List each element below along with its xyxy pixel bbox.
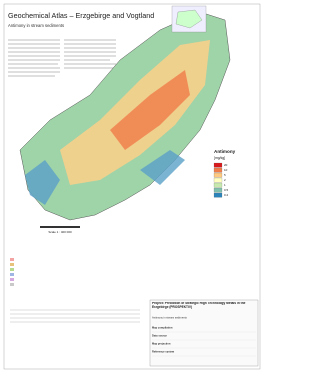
- legend-swatch: [213, 192, 223, 198]
- legend-title: Antimony: [214, 149, 236, 154]
- info-map: Antimony in stream sediments: [152, 316, 187, 320]
- legend-swatch: [213, 177, 223, 183]
- map-zone: [25, 160, 60, 205]
- map-zone: [140, 150, 185, 185]
- title: Geochemical Atlas – Erzgebirge and Vogtl…: [8, 11, 154, 20]
- legend-label: 1: [224, 183, 226, 187]
- subtitle: Antimony in stream sediments: [8, 23, 64, 28]
- info-row-label: Data source: [152, 334, 167, 338]
- map-zone: [110, 70, 190, 150]
- legend-swatch: [213, 162, 223, 168]
- legend-label: 20: [224, 163, 228, 167]
- legend-swatch: [213, 172, 223, 178]
- body-text: [8, 39, 116, 77]
- geology-legend: [10, 258, 14, 286]
- legend-label: 5: [224, 173, 226, 177]
- footnote-text: [10, 309, 140, 323]
- project-title: Project: Prediction of Strategic High Te…: [152, 302, 246, 309]
- info-row-label: Map compilation: [152, 326, 173, 330]
- page: Geochemical Atlas – Erzgebirge and Vogtl…: [3, 3, 261, 370]
- legend-swatch: [213, 182, 223, 188]
- legend-swatch: [213, 167, 223, 173]
- legend-unit: [mg/kg]: [214, 156, 225, 160]
- info-box: [149, 299, 259, 367]
- scale-label: Scale 1 : 400 000: [48, 230, 72, 234]
- info-rows: Map compilation Data source Map projection…: [152, 326, 256, 357]
- inset-shape: [175, 9, 203, 29]
- legend-label: 0.2: [224, 193, 229, 197]
- info-row-label: Map projection: [152, 342, 171, 346]
- legend-label: 2: [224, 178, 226, 182]
- legend-label: 0.5: [224, 188, 229, 192]
- scale-bar: [40, 226, 80, 228]
- frame: [3, 3, 261, 370]
- info-row-label: Reference system: [152, 350, 175, 354]
- legend-swatch: [213, 187, 223, 193]
- legend-label: 10: [224, 168, 228, 172]
